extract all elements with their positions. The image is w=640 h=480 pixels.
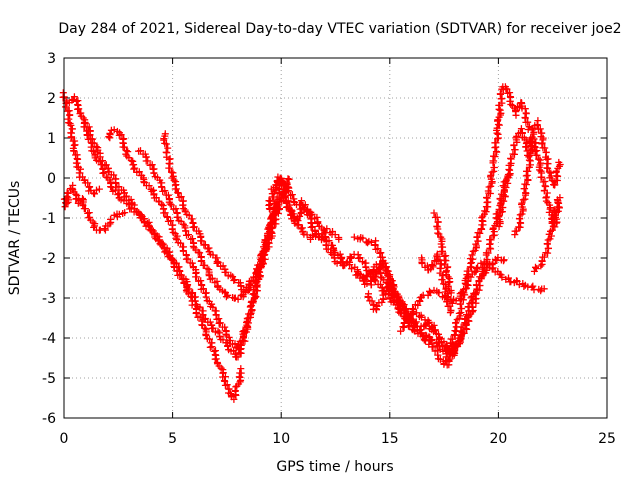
- plus-markers-track-16: [265, 174, 343, 243]
- plus-markers-track-13: [442, 83, 533, 365]
- y-tick-labels: 3 2 1 0 -1 -2 -3 -4 -5 -6: [42, 51, 56, 427]
- chart-title: Day 284 of 2021, Sidereal Day-to-day VTE…: [58, 21, 621, 37]
- series-track-4: [81, 119, 245, 403]
- y-tick-label: 3: [47, 51, 56, 67]
- plus-markers-track-18: [418, 250, 455, 317]
- y-tick-label: -5: [42, 371, 56, 387]
- plus-markers-track-17: [352, 259, 439, 334]
- x-axis-title: GPS time / hours: [276, 459, 393, 475]
- x-tick-label: 0: [60, 431, 69, 447]
- series-track-2: [59, 89, 103, 198]
- y-tick-label: -4: [42, 331, 56, 347]
- series-track-18: [418, 250, 455, 317]
- plus-markers-track-2: [59, 89, 103, 198]
- y-tick-label: -6: [42, 411, 56, 427]
- x-tick-labels: 0 5 10 15 20 25: [60, 431, 616, 447]
- series-track-7: [160, 130, 293, 295]
- series-track-20: [530, 194, 564, 275]
- x-tick-label: 20: [489, 431, 507, 447]
- y-tick-label: 2: [47, 91, 56, 107]
- plus-markers-track-4: [81, 119, 245, 403]
- series-track-16: [265, 174, 343, 243]
- y-tick-label: -3: [42, 291, 56, 307]
- series-track-17: [352, 259, 439, 334]
- plus-markers-track-20: [530, 194, 564, 275]
- y-tick-label: -2: [42, 251, 56, 267]
- x-tick-label: 15: [381, 431, 399, 447]
- series-track-15: [511, 135, 563, 239]
- series-track-11: [364, 171, 512, 369]
- plot-frame: [63, 57, 608, 419]
- plus-markers-track-7: [160, 130, 293, 295]
- series-track-19: [430, 209, 455, 297]
- data-points: [59, 83, 564, 403]
- y-tick-label: 1: [47, 131, 56, 147]
- plus-markers-track-15: [511, 135, 563, 239]
- x-tick-label: 10: [272, 431, 290, 447]
- plus-markers-track-11: [364, 171, 512, 369]
- y-tick-label: 0: [47, 171, 56, 187]
- series-track-13: [442, 83, 533, 365]
- x-tick-label: 25: [598, 431, 616, 447]
- plus-markers-track-19: [430, 209, 455, 297]
- x-tick-label: 5: [168, 431, 177, 447]
- y-axis-title: SDTVAR / TECUs: [7, 181, 23, 296]
- y-tick-label: -1: [42, 211, 56, 227]
